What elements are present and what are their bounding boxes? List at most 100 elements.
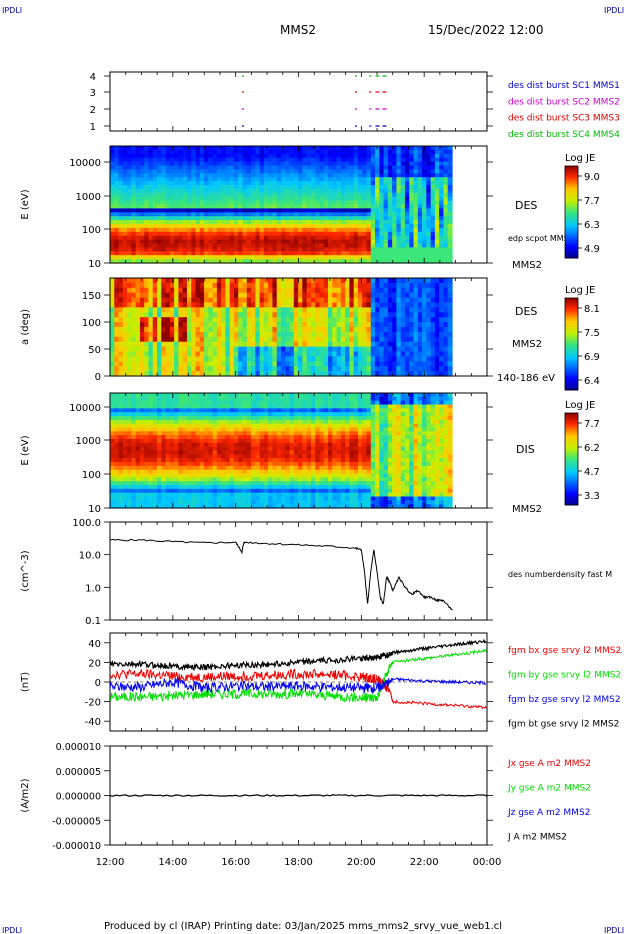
colorbar-tick: 6.3 [584,220,600,231]
density-ytick: 100.0 [72,518,101,529]
current-ytick: 0.000005 [56,767,101,778]
spectrogram-cells [110,278,453,377]
burst-legend-entry: des dist burst SC2 MMS2 [508,97,620,107]
des-energy-ytick: 100 [82,225,101,236]
colorbar [564,412,579,506]
des-pitch-ytick: 150 [82,291,101,302]
density-panel-frame [109,521,488,621]
corner-mark-right: IPDLI [604,6,624,15]
des-energy-label: DES [515,199,537,212]
bfield-ytick: 40 [88,639,101,650]
scpot-label: edp scpot MMS2 [508,234,574,243]
dis-energy-ytick: 1000 [76,436,101,447]
des-pitch-ylabel: a (deg) [20,309,31,345]
bfield-ytick: 0 [95,678,101,689]
current-ytick: -0.000010 [52,841,101,852]
bfield-legend-entry: fgm by gse srvy l2 MMS2 [508,671,621,681]
des-energy-ytick: 10000 [69,158,101,169]
bfield-legend-entry: fgm bx gse srvy l2 MMS2 [508,646,621,656]
spectrogram-cells [110,146,453,264]
colorbar [564,297,579,391]
current-ylabel: (A/m2) [20,778,31,812]
dis-energy-ytick: 100 [82,470,101,481]
bt-series-line [109,638,487,672]
time-axis-tick: 20:00 [347,857,376,868]
burst-ytick: 1 [90,122,96,133]
bfield-legend-entry: fgm bz gse srvy l2 MMS2 [508,695,621,705]
density-series-line [109,538,453,611]
density-ytick: 1.0 [85,583,101,594]
des-pitch-ytick: 100 [82,318,101,329]
colorbar [564,165,579,259]
by-series-line [109,649,487,703]
dis-energy-label: DIS [516,443,535,456]
bx-series-line [109,668,487,710]
bfield-ylabel: (nT) [20,672,31,692]
energy-range-label: 140-186 eV [497,373,555,384]
time-axis-tick: 00:00 [473,857,502,868]
current-ytick: 0.000000 [56,792,101,803]
corner-mark-left: IPDLI [2,6,22,15]
des-pitch-ytick: 50 [88,345,101,356]
colorbar-title: Log JE [565,153,595,164]
dis-energy-ytick: 10000 [69,403,101,414]
density-legend-entry: des numberdensity fast M [508,570,612,579]
spacecraft-title: MMS2 [280,23,316,37]
colorbar-tick: 9.0 [584,172,600,183]
density-ytick: 0.1 [85,616,101,627]
time-axis-tick: 14:00 [158,857,187,868]
footer-credit: Produced by cl (IRAP) Printing date: 03/… [104,921,502,932]
time-axis-tick: 16:00 [221,857,250,868]
colorbar-tick: 7.5 [584,328,600,339]
colorbar-tick: 8.1 [584,304,600,315]
spectrogram-cells [110,393,453,509]
density-ylabel: (cm^-3) [20,550,31,591]
des-energy-ylabel: E (eV) [20,189,31,219]
burst-legend-entry: des dist burst SC4 MMS4 [508,130,620,140]
burst-ytick: 2 [90,105,96,116]
burst-panel-frame [109,71,488,132]
corner-mark-bottom-right: IPDLI [604,926,624,934]
bfield-legend-entry: fgm bt gse srvy l2 MMS2 [508,720,619,730]
colorbar-tick: 6.4 [584,376,600,387]
time-axis-tick: 22:00 [410,857,439,868]
des-pitch-sc: MMS2 [512,339,542,350]
current-series-line [109,794,488,797]
current-legend-entry: Jz gse A m2 MMS2 [507,808,590,818]
des-pitch-ytick: 0 [95,372,101,383]
colorbar-tick: 4.7 [584,467,600,478]
datetime-title: 15/Dec/2022 12:00 [428,23,544,37]
des-energy-ytick: 1000 [76,192,101,203]
density-ytick: 10.0 [79,551,101,562]
colorbar-tick: 7.7 [584,419,600,430]
current-legend-entry: Jy gse A m2 MMS2 [507,784,591,794]
dis-energy-sc: MMS2 [512,504,542,515]
current-ytick: 0.000010 [56,742,101,753]
bfield-ytick: 20 [88,658,101,669]
dis-energy-ylabel: E (eV) [20,435,31,465]
burst-ytick: 3 [90,88,96,99]
colorbar-tick: 6.2 [584,443,600,454]
bfield-ytick: -40 [85,717,101,728]
colorbar-tick: 6.9 [584,352,600,363]
des-energy-ytick: 10 [88,259,101,270]
burst-legend-entry: des dist burst SC3 MMS3 [508,114,620,124]
time-axis-tick: 18:00 [284,857,313,868]
colorbar-title: Log JE [565,285,595,296]
bfield-ytick: -20 [85,698,101,709]
dis-energy-ytick: 10 [88,504,101,515]
colorbar-title: Log JE [565,400,595,411]
burst-ytick: 4 [90,72,96,83]
colorbar-tick: 7.7 [584,196,600,207]
corner-mark-bottom-left: IPDLI [2,926,22,934]
time-axis-tick: 12:00 [96,857,125,868]
des-pitch-label: DES [515,305,537,318]
bz-series-line [109,676,487,695]
des-energy-sc: MMS2 [512,260,542,271]
current-ytick: -0.000005 [52,816,101,827]
colorbar-tick: 4.9 [584,244,600,255]
current-legend-entry: Jx gse A m2 MMS2 [507,759,591,769]
colorbar-tick: 3.3 [584,491,600,502]
current-legend-entry: J A m2 MMS2 [507,833,567,843]
